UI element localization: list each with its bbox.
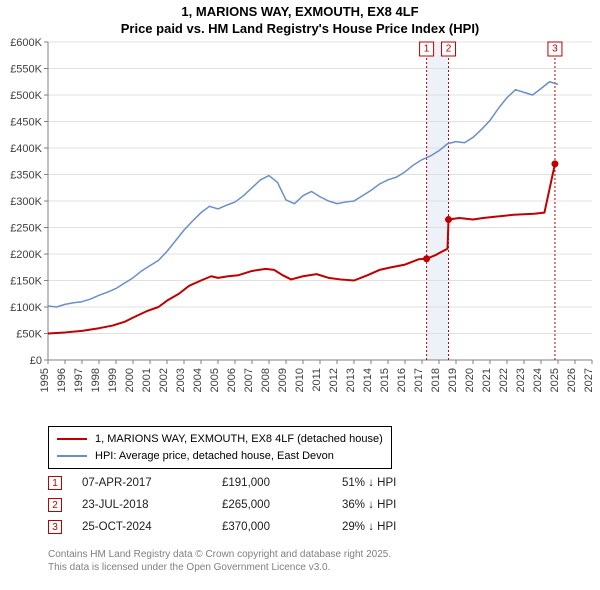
svg-text:£100K: £100K [10, 302, 42, 314]
svg-text:£300K: £300K [10, 196, 42, 208]
svg-text:2026: 2026 [566, 368, 578, 392]
svg-text:2021: 2021 [481, 368, 493, 392]
sale-marker-1: 1 [48, 476, 62, 490]
svg-text:2025: 2025 [549, 368, 561, 392]
legend-item-property: 1, MARIONS WAY, EXMOUTH, EX8 4LF (detach… [57, 431, 383, 448]
svg-text:2020: 2020 [464, 368, 476, 392]
chart-area: £0 £50K £100K £150K £200K £250K £300K £350K £400… [0, 38, 600, 418]
license-line-2: This data is licensed under the Open Gov… [48, 561, 391, 574]
license-line-1: Contains HM Land Registry data © Crown c… [48, 548, 391, 561]
svg-text:2010: 2010 [294, 368, 306, 392]
sale-price: £191,000 [222, 477, 342, 489]
sale-price: £370,000 [222, 521, 342, 533]
sale-pct: 51% ↓ HPI [342, 477, 462, 489]
legend-item-hpi: HPI: Average price, detached house, East… [57, 448, 383, 465]
svg-text:£0: £0 [30, 355, 42, 367]
title-line-2: Price paid vs. HM Land Registry's House … [0, 21, 600, 38]
chart-title-block: 1, MARIONS WAY, EXMOUTH, EX8 4LF Price p… [0, 0, 600, 38]
svg-text:£250K: £250K [10, 223, 42, 235]
sale-price: £265,000 [222, 499, 342, 511]
sales-row: 1 07-APR-2017 £191,000 51% ↓ HPI [48, 472, 462, 494]
svg-text:£500K: £500K [10, 90, 42, 102]
svg-text:2024: 2024 [532, 368, 544, 392]
svg-text:1995: 1995 [39, 368, 51, 392]
svg-text:1999: 1999 [107, 368, 119, 392]
svg-text:2023: 2023 [515, 368, 527, 392]
sales-row: 2 23-JUL-2018 £265,000 36% ↓ HPI [48, 494, 462, 516]
svg-text:£450K: £450K [10, 117, 42, 129]
svg-text:2002: 2002 [158, 368, 170, 392]
line-chart-svg: £0 £50K £100K £150K £200K £250K £300K £350K £400… [0, 38, 600, 418]
sale-pct: 36% ↓ HPI [342, 499, 462, 511]
svg-text:2012: 2012 [328, 368, 340, 392]
svg-text:£150K: £150K [10, 276, 42, 288]
svg-text:1998: 1998 [90, 368, 102, 392]
sales-table: 1 07-APR-2017 £191,000 51% ↓ HPI 2 23-JU… [48, 472, 462, 538]
svg-text:1997: 1997 [73, 368, 85, 392]
legend: 1, MARIONS WAY, EXMOUTH, EX8 4LF (detach… [48, 426, 392, 469]
svg-text:2009: 2009 [277, 368, 289, 392]
svg-text:£200K: £200K [10, 249, 42, 261]
legend-label-property: 1, MARIONS WAY, EXMOUTH, EX8 4LF (detach… [95, 431, 383, 448]
svg-text:£350K: £350K [10, 170, 42, 182]
svg-text:2000: 2000 [124, 368, 136, 392]
svg-text:2014: 2014 [362, 368, 374, 392]
sale-marker-3: 3 [48, 520, 62, 534]
title-line-1: 1, MARIONS WAY, EXMOUTH, EX8 4LF [0, 4, 600, 21]
legend-swatch-hpi [57, 455, 87, 457]
svg-text:2019: 2019 [447, 368, 459, 392]
svg-text:£400K: £400K [10, 143, 42, 155]
svg-text:£550K: £550K [10, 64, 42, 76]
svg-text:2003: 2003 [175, 368, 187, 392]
svg-text:2013: 2013 [345, 368, 357, 392]
svg-text:1: 1 [424, 44, 430, 55]
svg-text:3: 3 [552, 44, 558, 55]
sales-row: 3 25-OCT-2024 £370,000 29% ↓ HPI [48, 516, 462, 538]
legend-label-hpi: HPI: Average price, detached house, East… [95, 448, 334, 465]
svg-text:1996: 1996 [56, 368, 68, 392]
sale-marker-2: 2 [48, 498, 62, 512]
svg-text:2016: 2016 [396, 368, 408, 392]
svg-text:2008: 2008 [260, 368, 272, 392]
svg-text:2027: 2027 [583, 368, 595, 392]
license-text: Contains HM Land Registry data © Crown c… [48, 548, 391, 574]
svg-text:2022: 2022 [498, 368, 510, 392]
svg-text:2001: 2001 [141, 368, 153, 392]
svg-text:2018: 2018 [430, 368, 442, 392]
svg-text:£600K: £600K [10, 38, 42, 49]
sale-pct: 29% ↓ HPI [342, 521, 462, 533]
svg-text:£50K: £50K [16, 329, 42, 341]
svg-text:2005: 2005 [209, 368, 221, 392]
svg-text:2017: 2017 [413, 368, 425, 392]
svg-text:2006: 2006 [226, 368, 238, 392]
legend-swatch-property [57, 438, 87, 440]
sale-date: 25-OCT-2024 [82, 521, 222, 533]
svg-text:2: 2 [446, 44, 452, 55]
svg-text:2004: 2004 [192, 368, 204, 392]
sale-date: 07-APR-2017 [82, 477, 222, 489]
svg-text:2015: 2015 [379, 368, 391, 392]
sale-date: 23-JUL-2018 [82, 499, 222, 511]
svg-text:2011: 2011 [311, 368, 323, 392]
svg-text:2007: 2007 [243, 368, 255, 392]
